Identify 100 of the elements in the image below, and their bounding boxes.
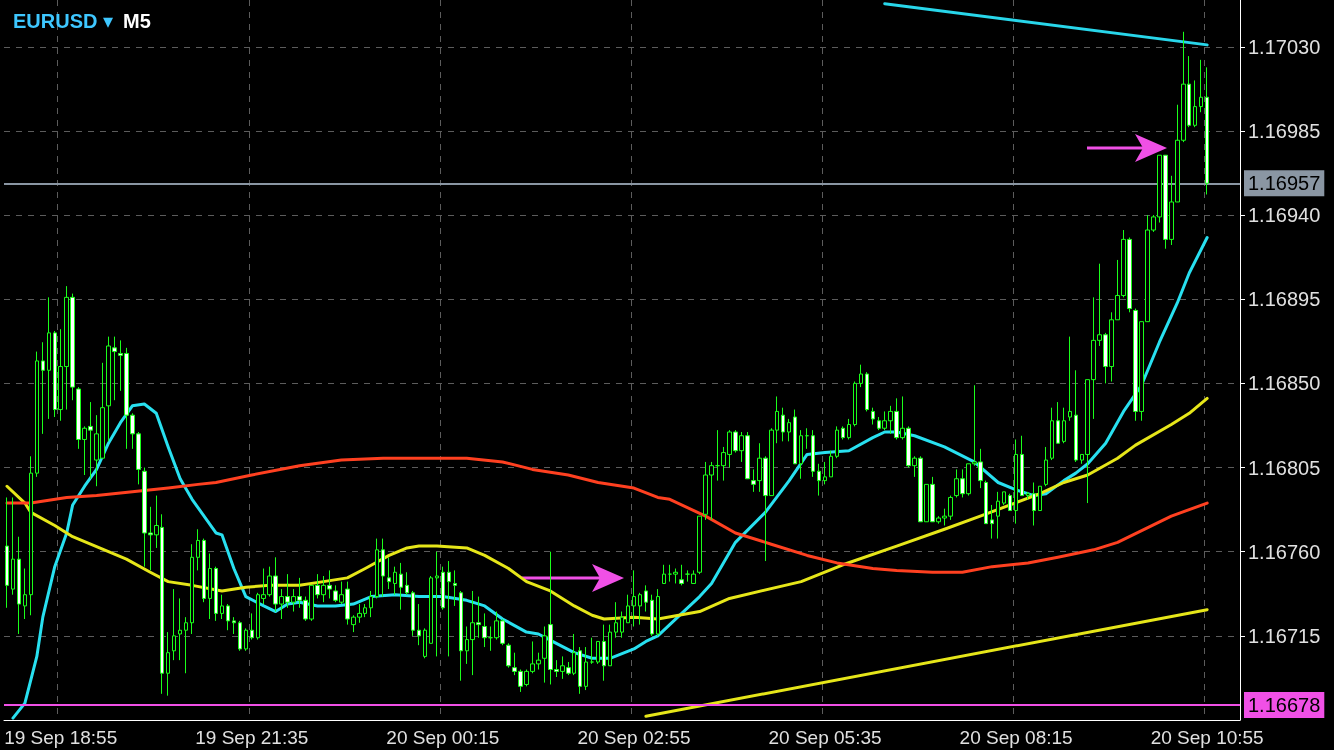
candlestick: [226, 603, 230, 631]
y-tick-label: 1.17030: [1248, 35, 1321, 58]
candlestick: [11, 496, 15, 596]
candlestick: [399, 562, 403, 611]
candlestick: [41, 341, 45, 435]
candlestick: [584, 646, 588, 691]
candlestick: [202, 538, 206, 603]
candlestick: [859, 364, 863, 388]
candlestick: [17, 536, 21, 635]
candlestick: [638, 592, 642, 626]
candlestick: [238, 620, 242, 652]
candlestick: [214, 566, 218, 622]
x-tick-label: 20 Sep 00:15: [386, 727, 500, 748]
candlestick: [673, 568, 678, 584]
candlestick: [29, 455, 33, 616]
candlestick: [996, 491, 1000, 540]
candlestick: [829, 450, 833, 478]
candlestick: [1062, 407, 1066, 444]
candlestick: [423, 627, 427, 659]
candlestick: [453, 569, 457, 607]
candlestick: [990, 504, 994, 540]
candlestick: [482, 612, 487, 648]
candlestick: [1050, 407, 1054, 461]
candlestick: [841, 425, 845, 440]
candlestick: [381, 538, 385, 598]
candlestick: [984, 480, 988, 525]
candlestick: [447, 560, 451, 657]
candlestick: [1044, 446, 1048, 487]
candlestick: [178, 597, 182, 661]
candlestick: [590, 637, 594, 665]
candlestick: [375, 538, 379, 599]
line-series: [5, 396, 1209, 621]
candlestick: [871, 407, 875, 426]
x-tick-label: 20 Sep 02:55: [577, 727, 691, 748]
line-series: [5, 456, 1209, 574]
y-tick-label: 1.16985: [1248, 119, 1321, 142]
text: EURUSD ▾: [13, 10, 114, 32]
candlestick: [602, 624, 606, 682]
candlestick: [1193, 79, 1197, 128]
candlestick: [1056, 401, 1060, 444]
text: M5: [123, 10, 151, 32]
x-tick-label: 20 Sep 10:55: [1150, 727, 1264, 748]
candlestick: [608, 624, 612, 667]
candlestick: [650, 594, 654, 637]
candlestick: [429, 575, 433, 644]
candlestick: [5, 496, 9, 609]
candlestick: [459, 590, 463, 682]
candlestick: [1199, 59, 1203, 113]
candlestick: [1026, 491, 1030, 500]
candlestick: [220, 594, 224, 620]
x-tick-label: 20 Sep 05:35: [768, 727, 882, 748]
candlestick: [1068, 336, 1072, 422]
candlestick: [578, 646, 582, 695]
candlestick: [232, 616, 236, 635]
candlestick: [250, 612, 254, 641]
candlestick: [1038, 485, 1042, 512]
candlestick: [632, 569, 636, 627]
candlestick: [506, 642, 511, 669]
candlestick: [620, 611, 624, 639]
candlestick: [847, 418, 851, 440]
candlestick: [393, 566, 397, 596]
candlestick: [1032, 481, 1036, 527]
y-tick-label: 1.16895: [1248, 288, 1321, 311]
candlestick: [853, 381, 857, 427]
candlestick: [823, 461, 827, 485]
candlestick: [787, 418, 791, 442]
candlestick: [387, 556, 391, 590]
candlestick: [799, 429, 803, 480]
candlestick: [411, 590, 415, 637]
candlestick: [1205, 66, 1209, 195]
candlestick: [1074, 369, 1078, 463]
candlestick: [614, 601, 618, 639]
y-tick-label: 1.16940: [1248, 204, 1321, 227]
candlestick: [1020, 435, 1024, 497]
candlestick: [1002, 491, 1006, 506]
candlestick: [244, 627, 248, 652]
candlestick: [865, 371, 869, 412]
candlestick: [166, 631, 170, 697]
x-tick-label: 19 Sep 21:35: [195, 727, 309, 748]
candlestick: [697, 515, 702, 575]
ref-line-label: 1.16957: [1248, 172, 1321, 195]
candlestick: [656, 588, 660, 637]
candlestick: [196, 528, 200, 571]
candlestick: [35, 351, 39, 478]
candlestick: [835, 425, 839, 459]
y-tick-label: 1.16760: [1248, 540, 1321, 563]
candlestick: [441, 566, 445, 611]
candlestick: [781, 407, 785, 442]
candlestick: [47, 296, 51, 420]
candlestick: [1014, 438, 1018, 525]
candlestick: [596, 640, 600, 665]
candlestick: [626, 594, 630, 624]
y-tick-label: 1.16805: [1248, 456, 1321, 479]
candlestick: [23, 568, 27, 620]
y-tick-label: 1.16715: [1248, 624, 1321, 647]
x-tick-label: 19 Sep 18:55: [4, 727, 118, 748]
candlestick: [1008, 493, 1012, 512]
candlestick: [190, 543, 194, 635]
candlestick: [805, 427, 809, 450]
candlestick: [811, 429, 815, 478]
